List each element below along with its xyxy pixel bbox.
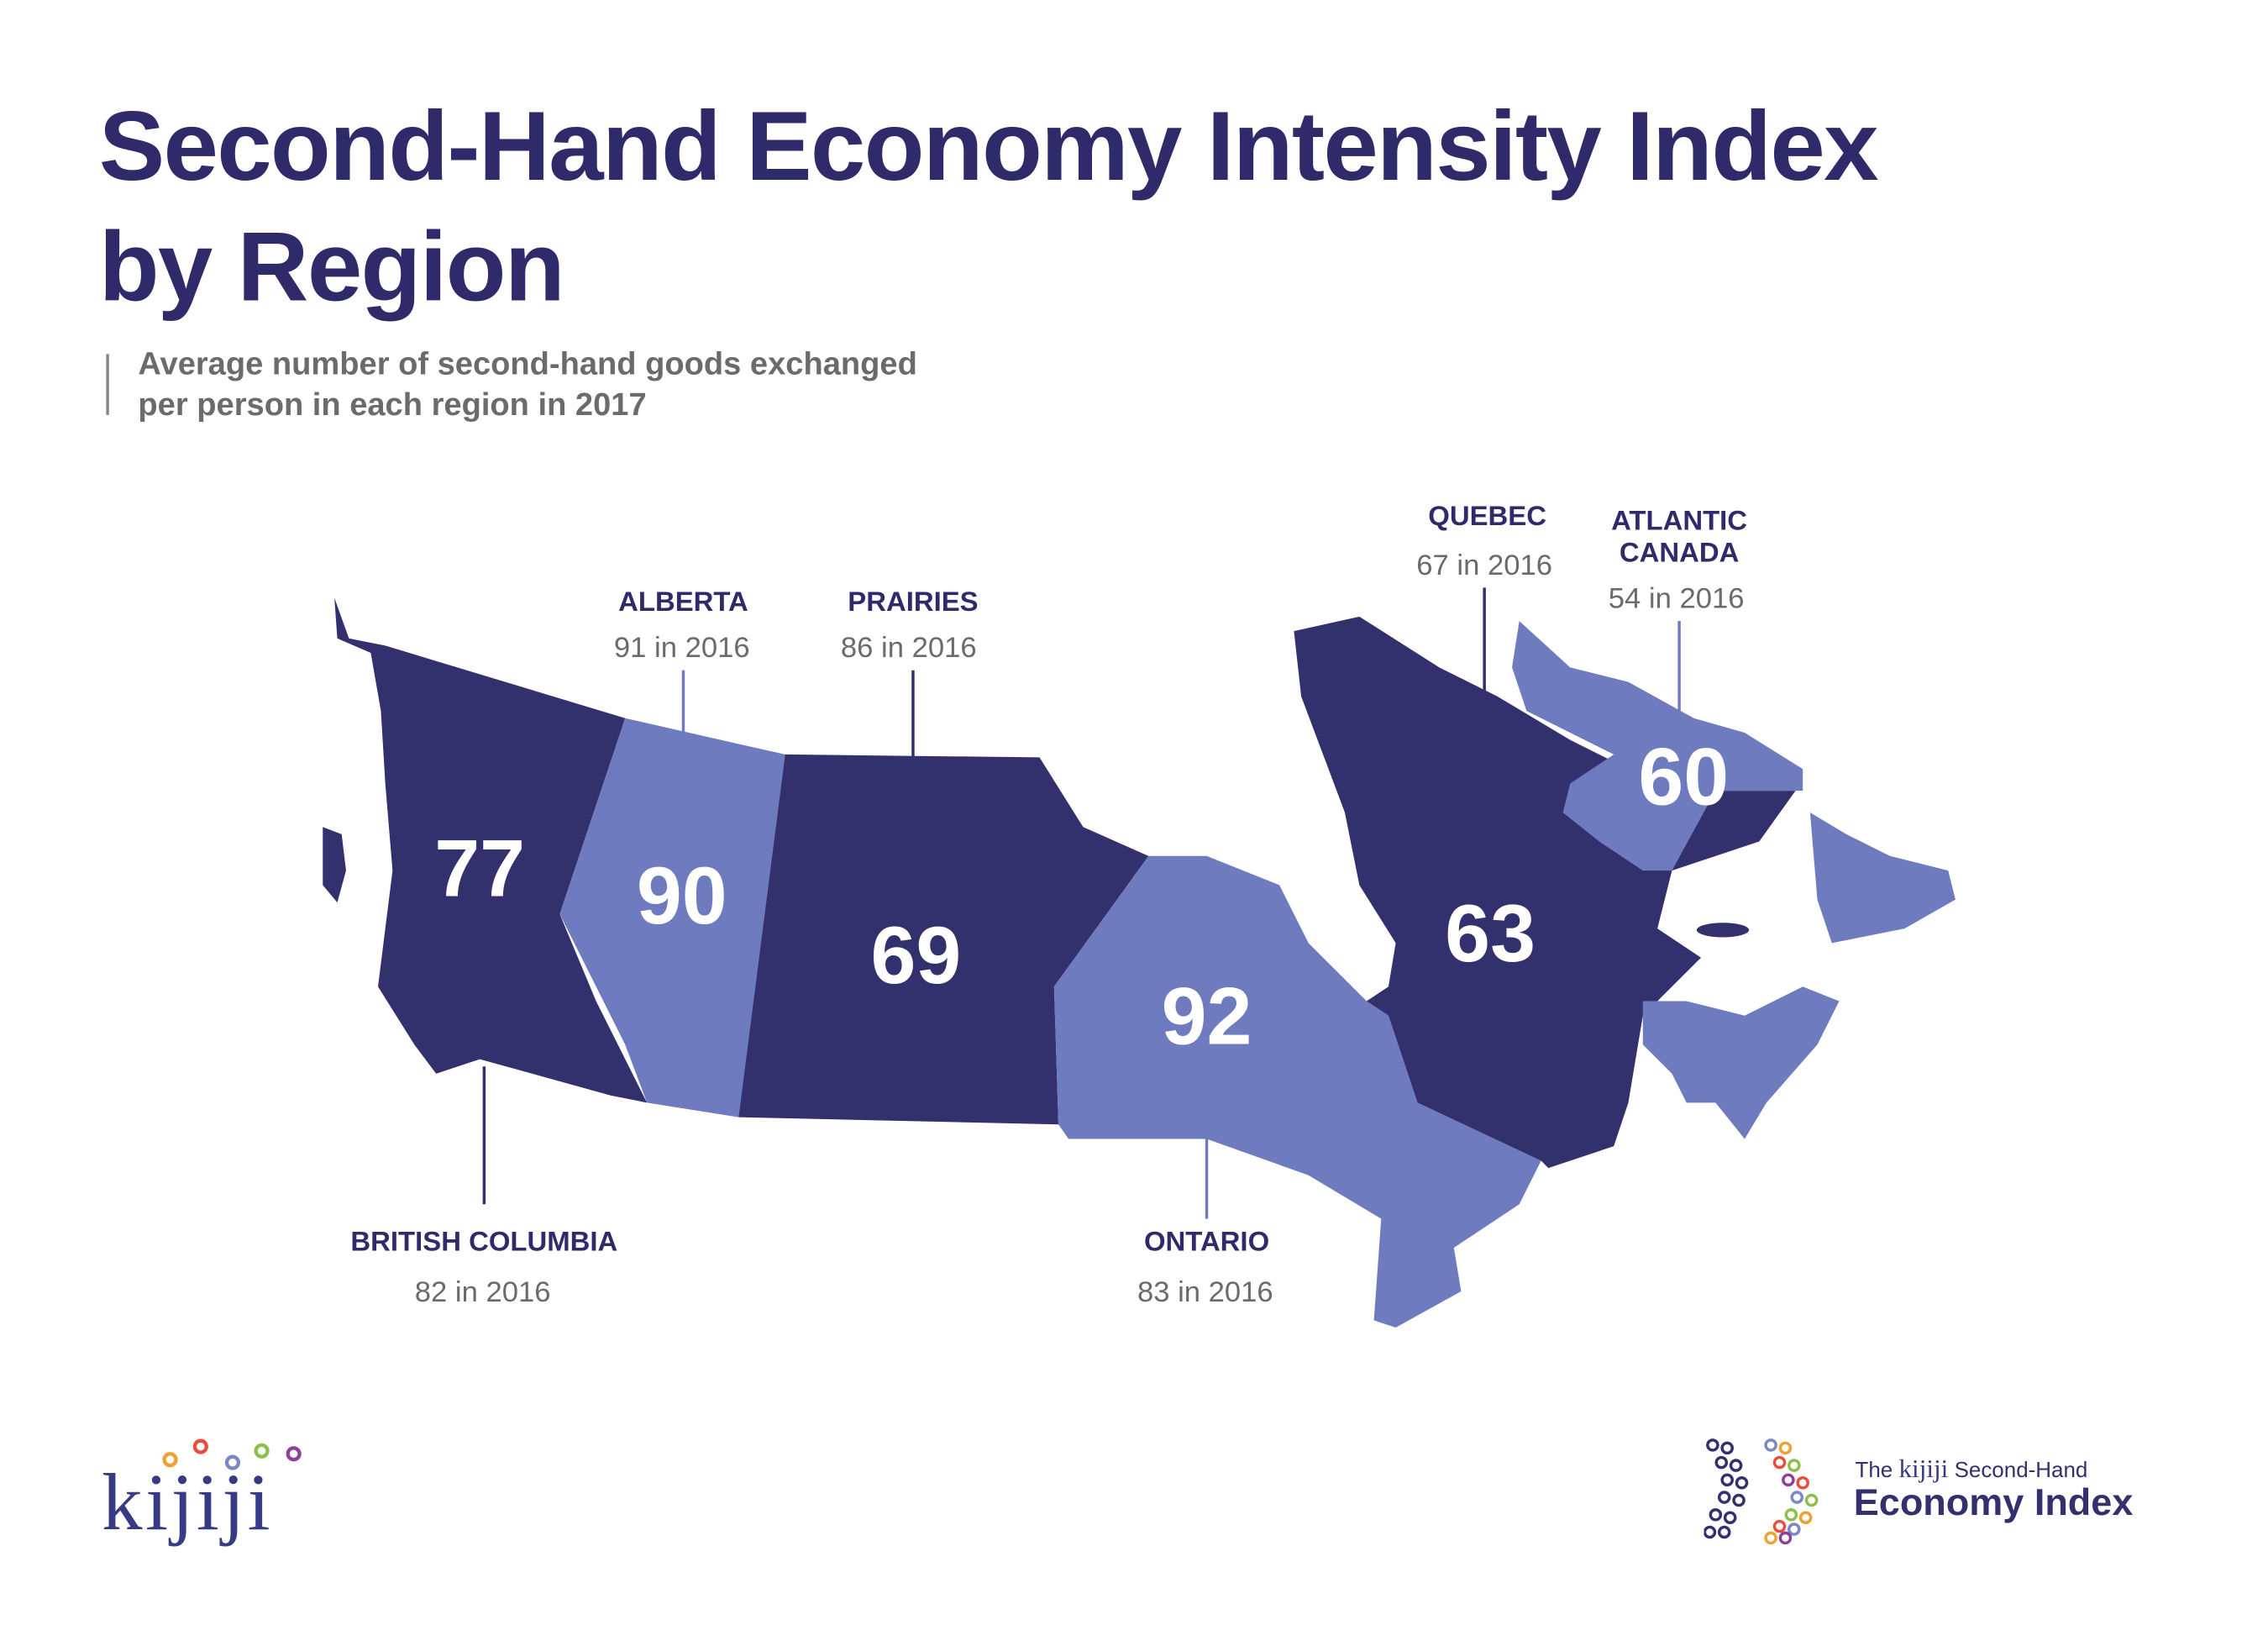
kijiji-wordmark: kijiji [102,1458,274,1549]
subtitle-divider [106,354,109,415]
region-prairies [738,754,1149,1125]
subtitle-line-1: Average number of second-hand goods exch… [138,344,917,382]
value-atlantic: 60 [1638,730,1730,823]
value-ontario: 92 [1161,970,1252,1062]
region-quebec [1294,616,1796,1169]
subtitle-line-2: per person in each region in 2017 [138,386,647,423]
title-line-2: by Region [98,212,565,323]
value-quebec: 63 [1445,886,1536,979]
value-alberta: 90 [636,849,727,941]
kijiji-logo: kijiji [102,1437,320,1548]
value-bc: 77 [434,822,526,914]
prev-ontario: 83 in 2016 [1137,1276,1273,1309]
index-line-1: The kijiji Second-Hand [1856,1454,2088,1484]
index-brand: kijiji [1898,1454,1949,1483]
index-suffix: Second-Hand [1954,1458,2088,1483]
index-line-2: Economy Index [1853,1480,2134,1524]
prev-bc: 82 in 2016 [414,1276,551,1309]
label-atlantic-2: CANADA [1619,538,1740,569]
prev-prairies: 86 in 2016 [840,632,977,665]
pin-grid-icon [1704,1438,1819,1545]
region-ontario [1053,855,1541,1328]
label-atlantic-1: ATLANTIC [1611,506,1748,537]
region-alberta [559,718,785,1118]
prev-alberta: 91 in 2016 [613,632,750,665]
region-bc-island [323,827,346,903]
prev-quebec: 67 in 2016 [1416,550,1552,582]
region-newfoundland [1809,812,1956,944]
economy-index-logo: The kijiji Second-Hand Economy Index [1704,1437,2183,1546]
anticosti-island [1696,923,1750,938]
region-labrador [1512,621,1803,871]
title-line-1: Second-Hand Economy Intensity Index [98,91,1879,202]
label-ontario: ONTARIO [1143,1227,1270,1259]
region-bc [334,597,648,1103]
region-maritimes [1642,986,1840,1139]
prev-atlantic: 54 in 2016 [1608,583,1745,616]
label-alberta: ALBERTA [618,587,748,618]
label-prairies: PRAIRIES [848,587,979,618]
index-prefix: The [1855,1458,1893,1483]
value-prairies: 69 [870,908,962,1001]
label-bc: BRITISH COLUMBIA [350,1227,618,1259]
kijiji-dots-icon [162,1438,302,1470]
label-quebec: QUEBEC [1428,502,1546,533]
